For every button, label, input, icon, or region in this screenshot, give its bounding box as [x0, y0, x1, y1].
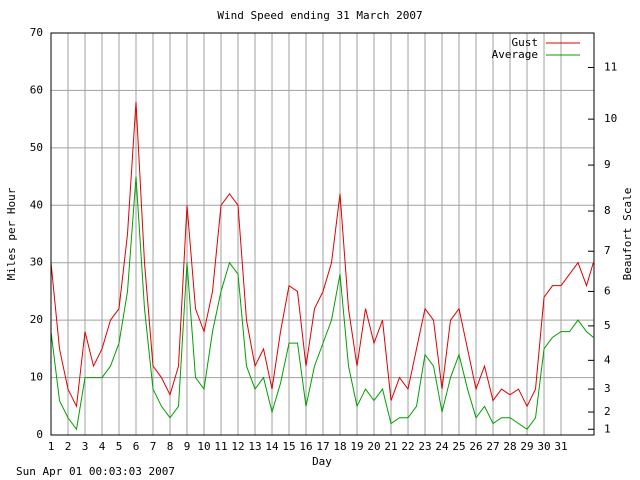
y2-tick-label: 9: [604, 158, 611, 171]
x-tick-label: 23: [418, 440, 431, 453]
x-tick-label: 30: [537, 440, 550, 453]
y-tick-label: 30: [30, 256, 43, 269]
y-tick-label: 40: [30, 198, 43, 211]
legend-label: Gust: [512, 36, 539, 49]
x-tick-label: 8: [167, 440, 174, 453]
x-tick-label: 16: [299, 440, 312, 453]
chart-title: Wind Speed ending 31 March 2007: [217, 9, 422, 22]
x-tick-label: 11: [214, 440, 227, 453]
x-tick-label: 26: [469, 440, 482, 453]
x-tick-label: 20: [367, 440, 380, 453]
series-line: [50, 176, 594, 431]
x-tick-label: 21: [384, 440, 397, 453]
plot-border: [50, 32, 595, 436]
x-tick-label: 4: [99, 440, 106, 453]
x-tick-label: 7: [150, 440, 157, 453]
y2-tick-label: 3: [604, 382, 611, 395]
x-tick-label: 5: [116, 440, 123, 453]
x-tick-label: 25: [452, 440, 465, 453]
x-tick-label: 22: [401, 440, 414, 453]
y2-tick-label: 6: [604, 284, 611, 297]
y2-tick-label: 1: [604, 422, 611, 435]
x-tick-label: 1: [48, 440, 55, 453]
x-tick-label: 24: [435, 440, 449, 453]
x-tick-label: 9: [184, 440, 191, 453]
legend-label: Average: [492, 48, 538, 61]
y-axis-label: Miles per Hour: [5, 187, 18, 280]
y2-tick-label: 2: [604, 405, 611, 418]
x-tick-label: 6: [133, 440, 140, 453]
y2-tick-label: 4: [604, 353, 611, 366]
y2-tick-label: 10: [604, 112, 617, 125]
series-line: [50, 101, 594, 409]
y-tick-label: 0: [36, 428, 43, 441]
y2-tick-label: 11: [604, 60, 617, 73]
y2-tick-label: 7: [604, 244, 611, 257]
x-tick-label: 10: [197, 440, 210, 453]
x-tick-label: 17: [316, 440, 329, 453]
y2-axis-label: Beaufort Scale: [621, 188, 634, 281]
x-tick-label: 13: [248, 440, 261, 453]
y-tick-label: 70: [30, 26, 43, 39]
y2-tick-label: 5: [604, 319, 611, 332]
y-tick-label: 50: [30, 141, 43, 154]
x-tick-label: 19: [350, 440, 363, 453]
y2-tick-label: 8: [604, 204, 611, 217]
x-tick-label: 12: [231, 440, 244, 453]
x-tick-label: 29: [520, 440, 533, 453]
y-tick-label: 10: [30, 371, 43, 384]
x-tick-label: 14: [265, 440, 279, 453]
footer: Sun Apr 01 00:03:03 2007: [16, 465, 175, 478]
x-axis-label: Day: [312, 455, 332, 468]
x-tick-label: 3: [82, 440, 89, 453]
x-tick-label: 27: [486, 440, 499, 453]
x-tick-label: 2: [65, 440, 72, 453]
y-tick-label: 20: [30, 313, 43, 326]
y-tick-label: 60: [30, 83, 43, 96]
x-tick-label: 18: [333, 440, 346, 453]
x-tick-label: 28: [503, 440, 516, 453]
x-tick-label: 15: [282, 440, 295, 453]
x-tick-label: 31: [554, 440, 567, 453]
